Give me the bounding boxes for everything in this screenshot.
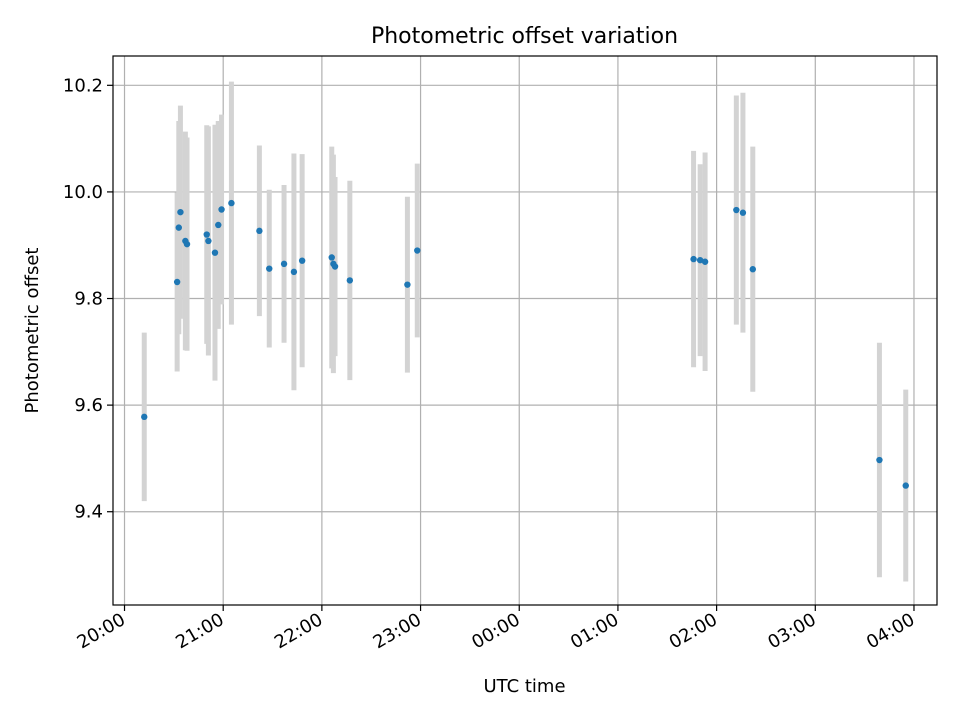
data-point xyxy=(414,247,421,254)
data-point xyxy=(690,255,697,263)
data-point xyxy=(228,199,235,207)
y-axis: 9.4 9.6 9.8 10.0 10.2 xyxy=(63,75,113,523)
data-point xyxy=(205,237,212,245)
data-point xyxy=(203,231,210,238)
data-point xyxy=(328,254,335,261)
data-point xyxy=(701,258,709,265)
data-point xyxy=(733,206,740,214)
x-axis-label: UTC time xyxy=(483,676,565,697)
data-point xyxy=(280,260,288,268)
data-point xyxy=(177,208,184,216)
data-point xyxy=(218,206,225,213)
y-tick-label: 10.0 xyxy=(63,182,103,203)
data-point xyxy=(211,249,219,256)
data-point xyxy=(183,240,191,248)
grid xyxy=(113,56,937,605)
data-point xyxy=(902,482,909,489)
data-point xyxy=(173,278,181,286)
data-point xyxy=(404,281,411,288)
data-point xyxy=(696,256,704,264)
data-point xyxy=(215,221,222,229)
data-point xyxy=(266,265,273,272)
y-tick-label: 9.6 xyxy=(74,395,103,416)
data-point xyxy=(739,209,747,216)
data-point xyxy=(346,277,354,284)
data-point xyxy=(331,263,339,270)
data-point xyxy=(290,268,298,276)
data-point xyxy=(141,413,148,421)
data-point xyxy=(175,224,182,231)
y-tick-label: 9.8 xyxy=(74,289,103,310)
y-axis-label: Photometric offset xyxy=(22,248,43,414)
data-point xyxy=(256,227,263,235)
chart-title: Photometric offset variation xyxy=(371,24,678,49)
y-tick-label: 10.2 xyxy=(63,75,103,96)
data-point xyxy=(876,456,883,464)
data-point xyxy=(749,266,756,273)
data-point xyxy=(298,257,306,264)
plot-frame xyxy=(112,55,938,606)
y-tick-label: 9.4 xyxy=(74,502,103,523)
data-points xyxy=(141,199,909,489)
